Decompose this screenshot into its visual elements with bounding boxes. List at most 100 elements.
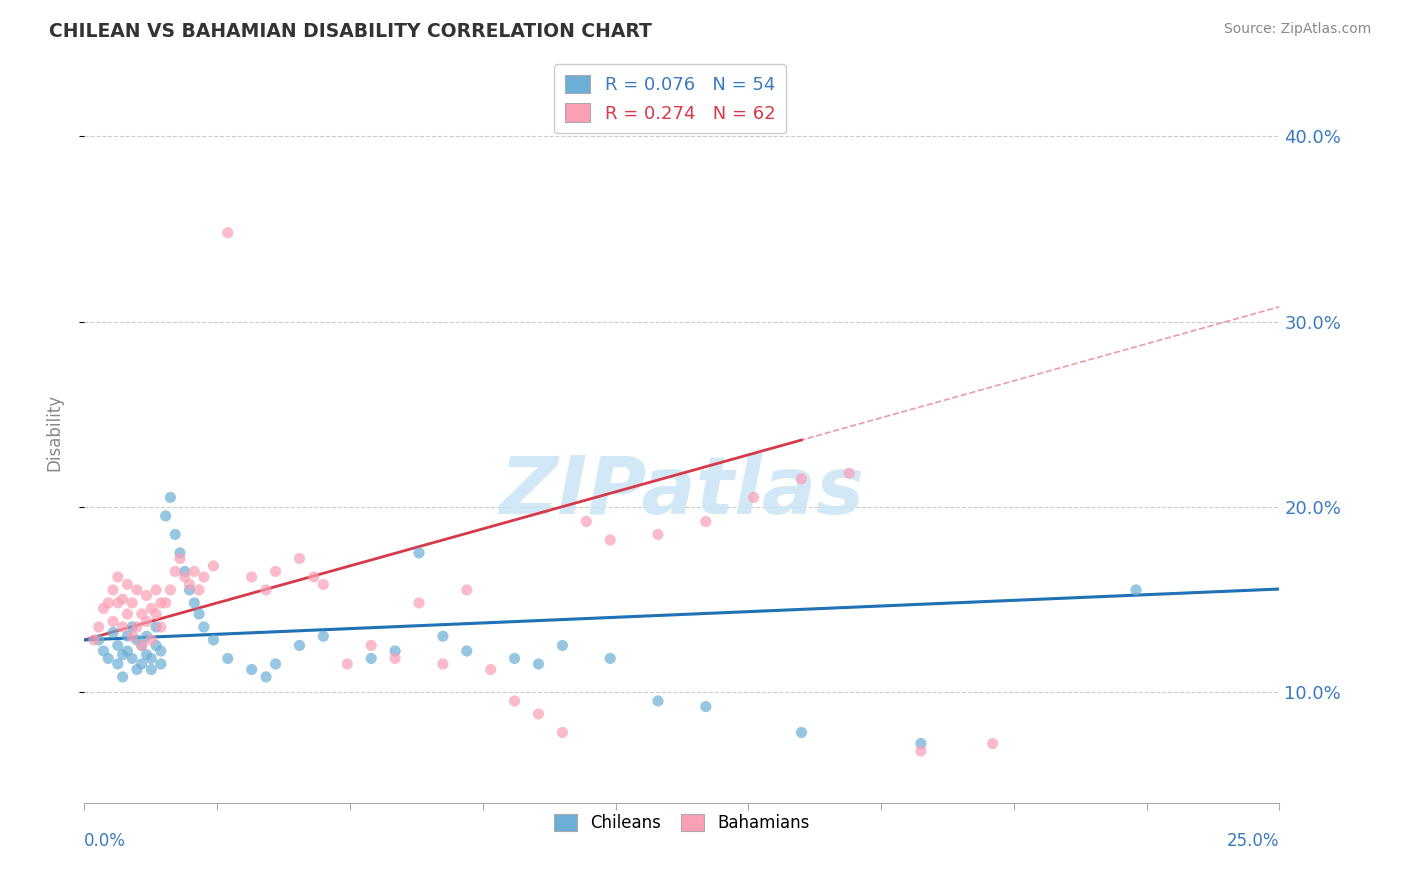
- Point: [336, 657, 359, 671]
- Point: [141, 663, 163, 677]
- Point: [145, 607, 167, 621]
- Point: [910, 744, 932, 758]
- Point: [193, 570, 215, 584]
- Point: [254, 670, 277, 684]
- Point: [101, 615, 124, 629]
- Point: [254, 582, 277, 597]
- Point: [183, 596, 205, 610]
- Point: [141, 651, 163, 665]
- Point: [408, 596, 430, 610]
- Point: [193, 620, 215, 634]
- Point: [838, 467, 860, 481]
- Point: [111, 592, 134, 607]
- Text: ZIPatlas: ZIPatlas: [499, 453, 865, 531]
- Point: [121, 620, 143, 634]
- Point: [145, 582, 167, 597]
- Point: [155, 596, 177, 610]
- Point: [312, 577, 335, 591]
- Point: [107, 570, 129, 584]
- Y-axis label: Disability: Disability: [45, 394, 63, 471]
- Point: [173, 565, 195, 579]
- Point: [107, 639, 129, 653]
- Text: CHILEAN VS BAHAMIAN DISABILITY CORRELATION CHART: CHILEAN VS BAHAMIAN DISABILITY CORRELATI…: [49, 22, 652, 41]
- Point: [575, 515, 598, 529]
- Point: [599, 533, 621, 547]
- Point: [149, 596, 172, 610]
- Point: [240, 663, 263, 677]
- Point: [107, 657, 129, 671]
- Point: [135, 629, 157, 643]
- Point: [408, 546, 430, 560]
- Text: Source: ZipAtlas.com: Source: ZipAtlas.com: [1223, 22, 1371, 37]
- Point: [93, 601, 115, 615]
- Point: [432, 629, 454, 643]
- Point: [1125, 582, 1147, 597]
- Point: [432, 657, 454, 671]
- Point: [312, 629, 335, 643]
- Point: [111, 670, 134, 684]
- Text: 0.0%: 0.0%: [84, 832, 127, 850]
- Point: [527, 657, 550, 671]
- Point: [288, 551, 311, 566]
- Point: [179, 577, 201, 591]
- Point: [551, 725, 574, 739]
- Point: [503, 694, 526, 708]
- Point: [456, 582, 478, 597]
- Point: [117, 577, 139, 591]
- Point: [121, 629, 143, 643]
- Point: [145, 639, 167, 653]
- Point: [264, 657, 287, 671]
- Point: [288, 639, 311, 653]
- Point: [981, 737, 1004, 751]
- Point: [790, 725, 813, 739]
- Point: [159, 491, 181, 505]
- Point: [479, 663, 502, 677]
- Point: [117, 644, 139, 658]
- Point: [83, 632, 105, 647]
- Point: [117, 607, 139, 621]
- Point: [165, 527, 187, 541]
- Point: [131, 657, 153, 671]
- Point: [117, 629, 139, 643]
- Legend: Chileans, Bahamians: Chileans, Bahamians: [547, 807, 817, 838]
- Point: [87, 632, 110, 647]
- Point: [135, 648, 157, 662]
- Point: [551, 639, 574, 653]
- Point: [97, 596, 120, 610]
- Point: [183, 565, 205, 579]
- Point: [217, 226, 239, 240]
- Point: [121, 596, 143, 610]
- Point: [188, 607, 211, 621]
- Point: [695, 699, 717, 714]
- Point: [264, 565, 287, 579]
- Point: [135, 615, 157, 629]
- Point: [131, 607, 153, 621]
- Point: [647, 527, 669, 541]
- Point: [155, 508, 177, 523]
- Point: [149, 657, 172, 671]
- Point: [790, 472, 813, 486]
- Point: [125, 663, 148, 677]
- Text: 25.0%: 25.0%: [1227, 832, 1279, 850]
- Point: [159, 582, 181, 597]
- Point: [125, 632, 148, 647]
- Point: [202, 558, 225, 573]
- Point: [695, 515, 717, 529]
- Point: [125, 582, 148, 597]
- Point: [179, 582, 201, 597]
- Point: [302, 570, 325, 584]
- Point: [101, 625, 124, 640]
- Point: [169, 546, 191, 560]
- Point: [384, 644, 406, 658]
- Point: [135, 589, 157, 603]
- Point: [87, 620, 110, 634]
- Point: [910, 737, 932, 751]
- Point: [121, 651, 143, 665]
- Point: [125, 620, 148, 634]
- Point: [202, 632, 225, 647]
- Point: [131, 639, 153, 653]
- Point: [360, 639, 382, 653]
- Point: [527, 706, 550, 721]
- Point: [456, 644, 478, 658]
- Point: [149, 644, 172, 658]
